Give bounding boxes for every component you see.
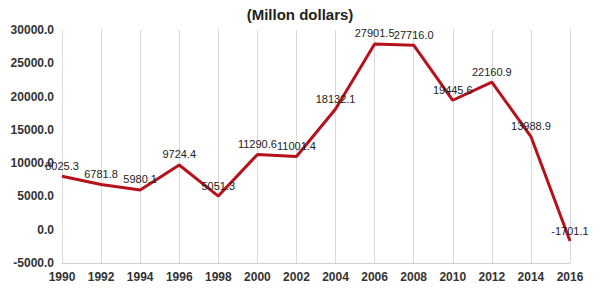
svg-text:10000.0: 10000.0 — [10, 156, 54, 171]
svg-text:18132.1: 18132.1 — [316, 93, 356, 105]
svg-text:2010: 2010 — [439, 270, 466, 284]
svg-text:2004: 2004 — [322, 270, 349, 284]
svg-text:20000.0: 20000.0 — [11, 90, 55, 104]
svg-text:0.0: 0.0 — [37, 223, 54, 237]
svg-text:-5000.0: -5000.0 — [13, 256, 54, 270]
svg-text:27716.0: 27716.0 — [394, 29, 434, 41]
svg-text:30000.0: 30000.0 — [11, 23, 55, 37]
svg-text:11001.4: 11001.4 — [277, 140, 316, 152]
svg-text:5051.3: 5051.3 — [201, 180, 235, 192]
svg-text:2006: 2006 — [361, 270, 388, 284]
svg-text:2002: 2002 — [283, 270, 310, 284]
svg-text:8025.3: 8025.3 — [45, 160, 79, 172]
svg-text:22160.9: 22160.9 — [472, 66, 512, 78]
svg-text:15000.0: 15000.0 — [11, 123, 55, 137]
svg-text:(Millon dollars): (Millon dollars) — [247, 6, 354, 23]
svg-text:1990: 1990 — [49, 270, 76, 284]
svg-text:1996: 1996 — [166, 270, 193, 284]
svg-text:1998: 1998 — [205, 270, 232, 284]
svg-text:6781.8: 6781.8 — [84, 168, 118, 180]
svg-text:1994: 1994 — [127, 270, 154, 284]
svg-text:19445.6: 19445.6 — [433, 84, 473, 96]
svg-text:2016: 2016 — [557, 270, 584, 284]
svg-text:2012: 2012 — [478, 270, 505, 284]
svg-text:25000.0: 25000.0 — [11, 56, 55, 70]
svg-text:2000: 2000 — [244, 270, 271, 284]
svg-text:2014: 2014 — [518, 270, 545, 284]
svg-text:1992: 1992 — [88, 270, 115, 284]
svg-text:2008: 2008 — [400, 270, 427, 284]
svg-text:11290.6: 11290.6 — [238, 138, 277, 150]
svg-text:5980.1: 5980.1 — [123, 173, 157, 185]
svg-text:13988.9: 13988.9 — [511, 120, 551, 132]
svg-text:5000.0: 5000.0 — [17, 189, 54, 203]
svg-text:-1701.1: -1701.1 — [551, 225, 588, 237]
svg-text:9724.4: 9724.4 — [162, 148, 196, 160]
svg-text:27901.5: 27901.5 — [355, 27, 395, 39]
